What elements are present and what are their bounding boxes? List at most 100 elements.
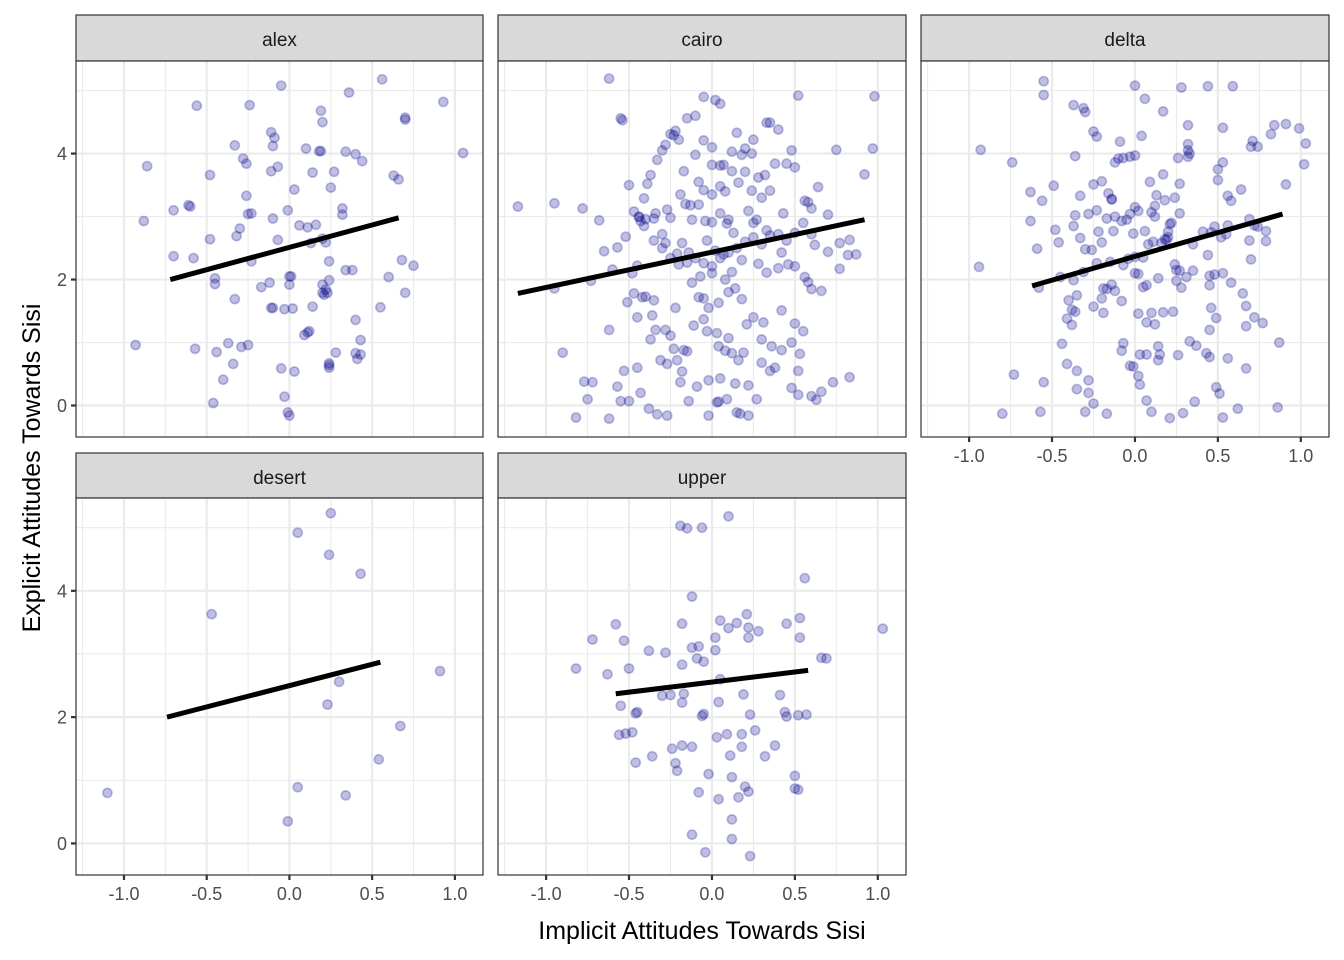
data-point [293,219,305,231]
data-point [633,211,645,222]
data-point [844,234,855,246]
data-point [1141,316,1152,328]
data-point [706,216,718,228]
data-point [1106,193,1118,205]
data-point [822,209,834,221]
data-point [1146,406,1157,418]
data-point [703,302,714,314]
data-point [797,217,809,229]
data-point [1222,190,1234,202]
data-point [1171,275,1182,287]
data-point [1152,340,1164,352]
data-point [1053,236,1065,248]
data-point [633,211,645,223]
data-point [671,354,683,366]
data-point [1240,362,1252,374]
data-point [393,173,404,185]
x-tick-label: 1.0 [442,884,467,904]
data-point [1035,406,1046,418]
data-point [816,386,827,398]
data-point [1101,408,1113,420]
data-point [1071,383,1083,395]
data-point [307,301,318,312]
data-point [1113,153,1124,164]
data-point [670,757,681,769]
data-point [317,279,328,290]
data-point [794,348,806,360]
data-point [1114,136,1126,147]
data-point [731,406,743,418]
data-point [769,740,781,751]
data-point [713,793,724,805]
data-point [317,287,328,299]
data-point [343,87,355,98]
data-point [1142,238,1154,250]
facet-strip-label: desert [253,468,307,489]
data-point [696,710,708,722]
data-point [265,165,277,177]
data-point [302,221,313,233]
data-point [578,376,590,387]
data-point [323,359,335,371]
data-point [283,279,295,290]
data-point [1129,80,1141,91]
data-point [973,261,985,273]
data-point [743,410,754,421]
data-point [736,149,748,161]
data-point [1249,311,1260,323]
data-point [638,220,650,232]
data-point [336,209,348,221]
data-point [1273,337,1285,348]
data-point [1217,412,1229,423]
data-point [1129,267,1141,279]
y-tick-label: 2 [57,270,67,290]
data-point [693,176,705,188]
y-tick-label: 2 [57,708,67,728]
data-point [356,155,368,167]
data-point [743,205,754,217]
x-tick-label: -0.5 [614,884,645,904]
data-point [651,154,663,166]
x-tick-label: -0.5 [191,884,222,904]
data-point [703,374,714,386]
data-point [1174,265,1186,277]
data-point [736,254,748,266]
data-point [1008,369,1020,380]
data-point [282,406,294,418]
data-point [1074,232,1086,244]
data-point [1036,195,1048,207]
data-point [743,632,754,643]
data-point [1204,351,1215,363]
data-point [1167,306,1179,318]
data-point [1116,295,1128,307]
data-point [620,728,632,739]
data-point [615,112,627,124]
data-point [1151,189,1162,201]
data-point [374,301,386,313]
data-point [313,145,325,157]
data-point [1217,156,1229,168]
data-point [801,709,812,720]
data-point [640,213,651,225]
data-point [748,217,759,229]
data-point [799,271,811,283]
x-tick-label: 0.5 [782,884,807,904]
data-point [681,522,693,534]
data-point [325,507,337,519]
data-point [1182,144,1194,156]
data-point [713,396,724,408]
data-point [822,246,834,258]
data-point [272,234,284,246]
data-point [746,185,758,197]
data-point [709,644,721,656]
data-point [1159,194,1171,206]
data-point [1174,207,1186,219]
data-point [1101,213,1113,224]
data-point [1204,324,1215,336]
data-point [1096,175,1108,187]
data-point [1166,217,1177,229]
data-point [718,159,729,171]
data-point [394,720,406,732]
data-point [743,622,754,633]
data-point [648,213,660,224]
